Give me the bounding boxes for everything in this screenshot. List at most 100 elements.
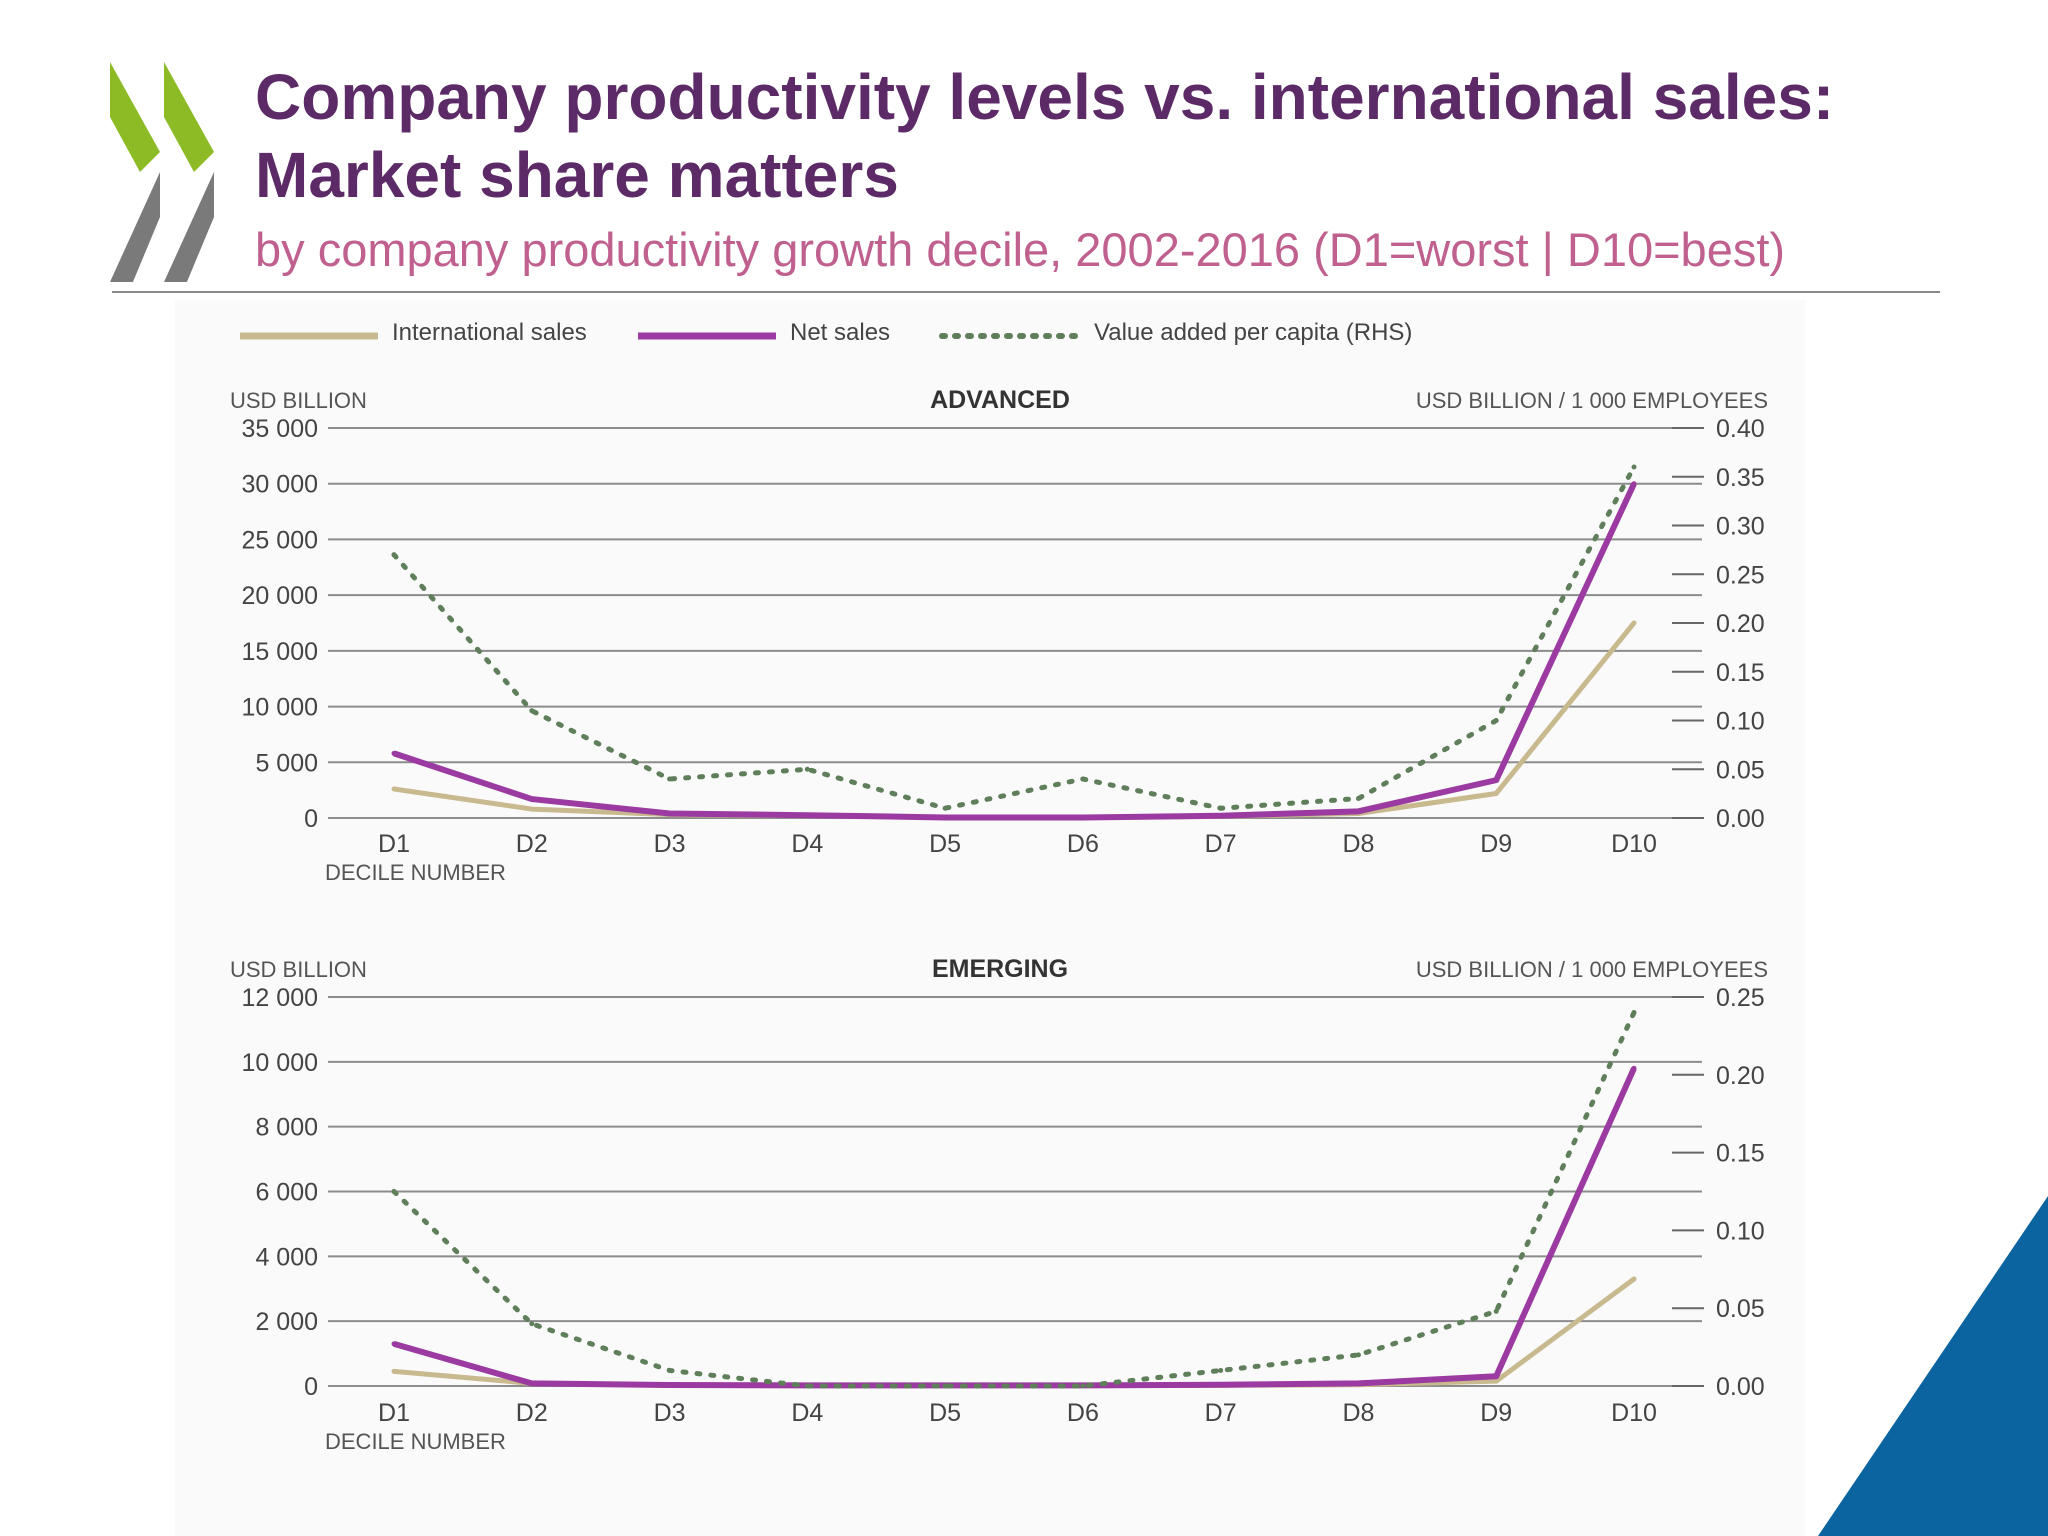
data-point-value-added [391,1189,397,1194]
y-tick-label-right: 0.25 [1716,984,1765,1012]
series-line-net-sales [393,1067,1637,1389]
data-point-net-sales [1631,481,1637,487]
y-tick-label-right: 0.10 [1716,1217,1765,1245]
data-point-value-added [1631,464,1637,470]
y-tick-label-left: 12 000 [242,984,318,1012]
data-point-net-sales [1631,1065,1637,1071]
data-point-net-sales [529,1380,535,1386]
series-line-value-added [391,464,1637,811]
y-axis-title-right: USD BILLION / 1 000 EMPLOYEES [1416,388,1768,413]
chart-panel [175,300,1805,1536]
x-tick-label: D1 [378,830,410,858]
data-point-net-sales [1218,813,1224,819]
y-tick-label-left: 0 [304,805,318,833]
legend: International sales Net sales Value adde… [240,319,1412,346]
data-point-international-sales [1631,620,1637,626]
data-point-net-sales [1493,777,1499,783]
legend-label-international-sales: International sales [392,319,587,346]
data-point-international-sales [1493,1378,1499,1384]
y-tick-label-right: 0.25 [1716,561,1765,589]
y-tick-label-left: 20 000 [242,582,318,610]
series-line-net-sales [393,482,1637,821]
y-tick-label-right: 0.05 [1716,756,1765,784]
x-tick-label: D5 [929,1399,961,1427]
data-point-value-added [1631,1010,1637,1016]
x-tick-label: D6 [1067,830,1099,858]
y-tick-label-left: 6 000 [255,1179,318,1207]
data-point-value-added [942,1383,948,1389]
data-point-net-sales [1218,1382,1224,1388]
data-point-net-sales [667,1382,673,1388]
data-point-value-added [804,766,810,772]
y-tick-label-right: 0.20 [1716,610,1765,638]
data-point-international-sales [391,786,397,792]
data-point-value-added [1218,1367,1224,1373]
legend-label-net-sales: Net sales [790,319,890,346]
chart-emerging: 0 2 000 4 000 6 000 8 000 10 000 12 000 0.00 0.0… [230,955,1768,1454]
data-point-value-added [391,552,397,558]
x-tick-label: D7 [1205,830,1237,858]
slide-title-line1: Company productivity levels vs. internat… [255,61,1835,133]
data-point-net-sales [529,796,535,802]
y-tick-label-right: 0.00 [1716,805,1765,833]
data-point-net-sales [942,814,948,820]
legend-label-value-added: Value added per capita (RHS) [1094,319,1412,346]
y-tick-label-left: 0 [304,1373,318,1401]
x-tick-label: D6 [1067,1399,1099,1427]
series-line-international-sales [393,1277,1636,1389]
x-tick-label: D2 [516,830,548,858]
data-point-net-sales [804,812,810,818]
y-tick-label-left: 25 000 [242,526,318,554]
y-tick-label-right: 0.20 [1716,1062,1765,1090]
logo-chevron-green-2 [164,62,214,172]
data-point-international-sales [1493,790,1499,796]
y-tick-label-right: 0.05 [1716,1295,1765,1323]
x-tick-label: D8 [1342,830,1374,858]
data-point-value-added [1355,796,1361,801]
x-tick-label: D9 [1480,830,1512,858]
data-point-value-added [1080,1383,1086,1389]
logo-chevron-grey-1 [110,172,160,282]
data-point-net-sales [1355,808,1361,814]
y-tick-label-right: 0.35 [1716,464,1765,492]
y-axis-title-right: USD BILLION / 1 000 EMPLOYEES [1416,957,1768,982]
data-point-value-added [804,1383,810,1389]
series-line-value-added [391,1010,1637,1389]
title-divider [112,291,1940,293]
y-tick-label-right: 0.15 [1716,659,1765,687]
y-tick-label-left: 8 000 [255,1114,318,1142]
x-axis-title: DECILE NUMBER [325,1429,506,1454]
chart-title: ADVANCED [930,386,1070,414]
slide-title: Company productivity levels vs. internat… [255,58,1955,214]
slide-subtitle: by company productivity growth decile, 2… [255,223,1786,276]
data-point-value-added [667,1367,673,1373]
x-axis-title: DECILE NUMBER [325,860,506,885]
data-point-value-added [1493,718,1499,723]
data-point-net-sales [1493,1373,1499,1379]
x-tick-label: D10 [1611,1399,1657,1427]
x-tick-label: D10 [1611,830,1657,858]
data-point-international-sales [1631,1276,1637,1282]
data-point-net-sales [391,750,397,756]
y-tick-label-left: 2 000 [255,1308,318,1336]
data-point-international-sales [391,1368,397,1374]
y-tick-label-left: 10 000 [242,694,318,722]
logo-chevron-green-1 [110,62,160,172]
logo-chevrons [110,62,214,282]
y-tick-label-left: 30 000 [242,471,318,499]
x-tick-label: D4 [791,1399,823,1427]
data-point-net-sales [667,811,673,817]
x-tick-label: D5 [929,830,961,858]
data-point-net-sales [391,1341,397,1347]
x-tick-label: D7 [1205,1399,1237,1427]
data-point-value-added [529,708,535,714]
data-point-value-added [1493,1308,1499,1314]
x-tick-label: D9 [1480,1399,1512,1427]
chart-title: EMERGING [932,955,1068,983]
y-tick-label-left: 5 000 [255,749,318,777]
y-axis-title-left: USD BILLION [230,388,367,413]
chart-advanced: 0 5 000 10 000 15 000 20 000 25 000 30 000 35 0… [230,386,1768,885]
data-point-value-added [942,805,948,811]
y-tick-label-right: 0.15 [1716,1140,1765,1168]
